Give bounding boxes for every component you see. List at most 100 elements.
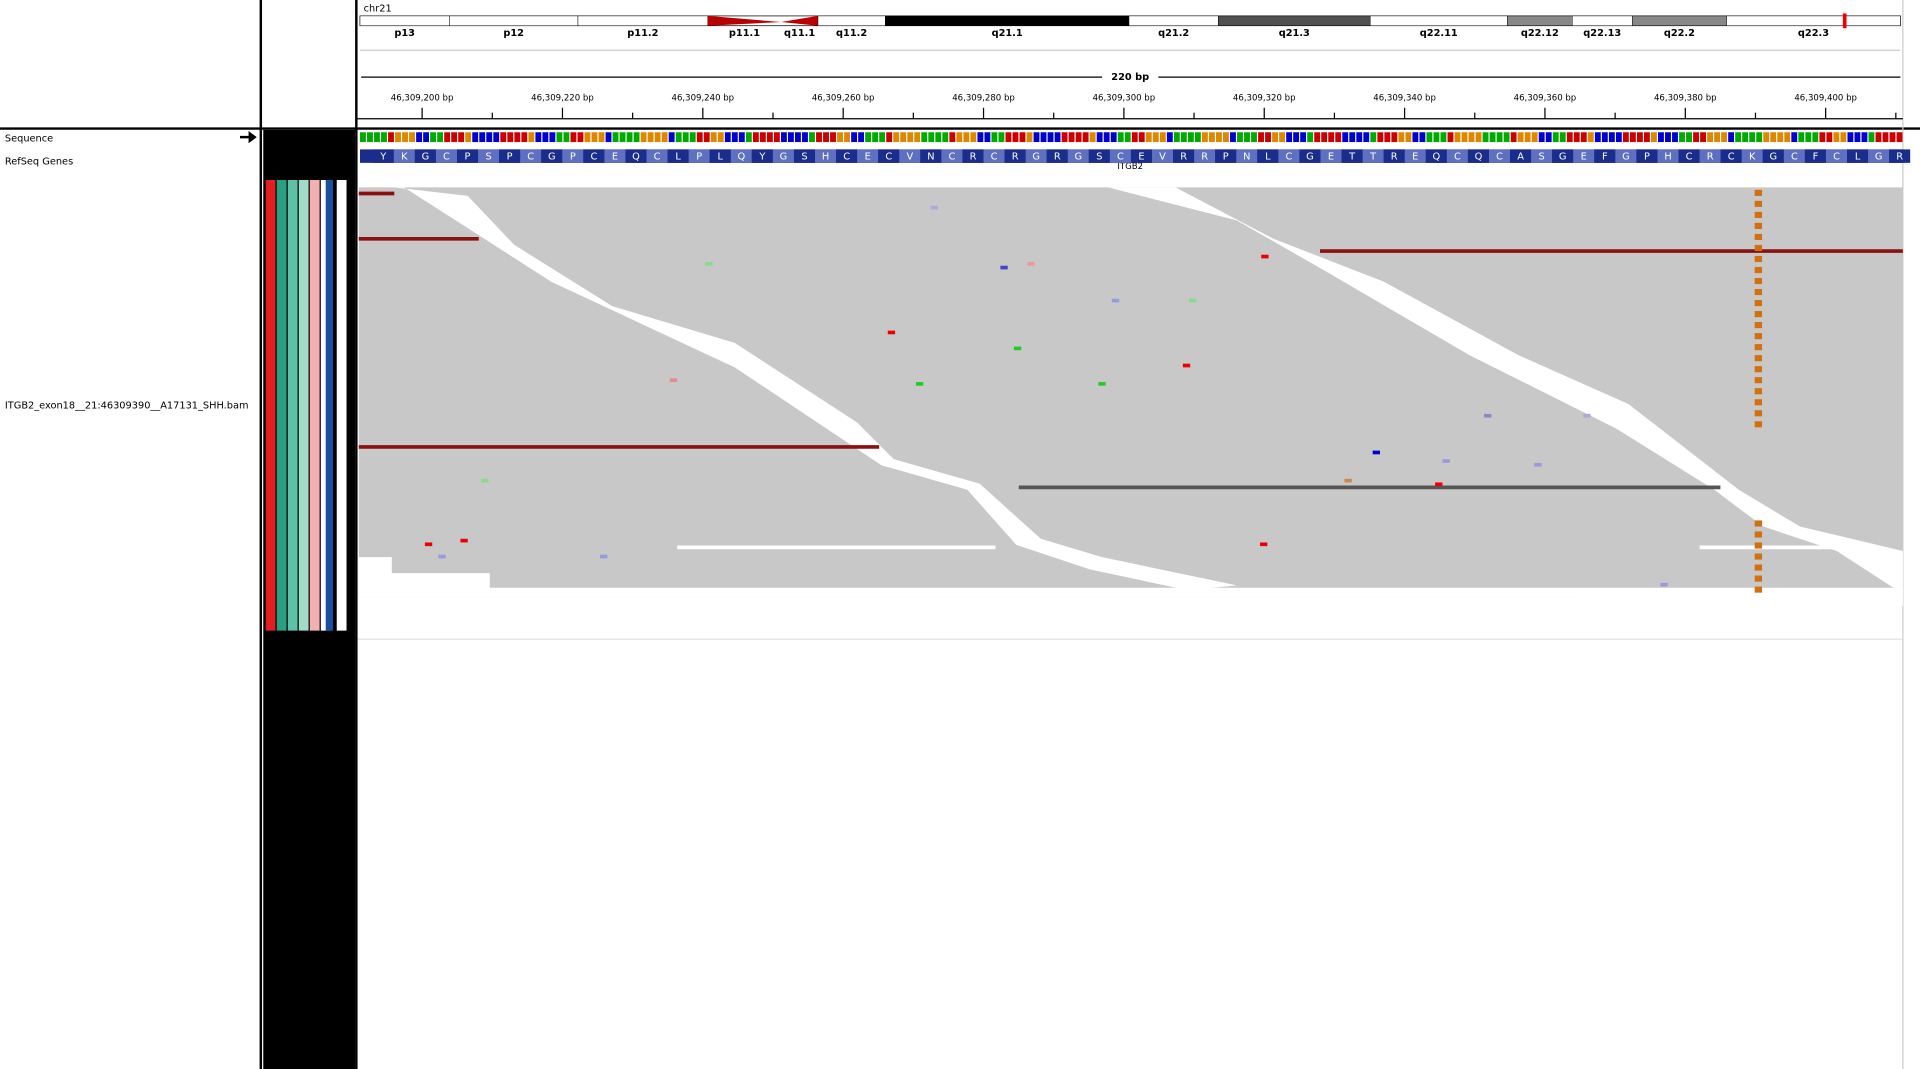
amino-acid: E <box>1138 152 1144 163</box>
base <box>1433 132 1440 143</box>
codon <box>1889 149 1911 163</box>
base <box>514 132 521 143</box>
amino-acid: L <box>718 152 724 163</box>
base <box>521 132 528 143</box>
amino-acid: Q <box>1432 152 1440 163</box>
base <box>1489 132 1496 143</box>
cytoband <box>1572 15 1633 26</box>
base <box>830 132 836 143</box>
mismatch <box>438 554 446 559</box>
base <box>1798 132 1805 143</box>
base <box>451 132 458 143</box>
mismatch <box>705 262 713 266</box>
cytoband-label: q22.11 <box>1420 28 1458 39</box>
cytoband <box>885 15 1130 26</box>
mismatch <box>1754 520 1763 527</box>
amino-acid: G <box>1622 152 1630 163</box>
attribute <box>309 180 320 631</box>
base <box>1398 132 1405 143</box>
base <box>1068 132 1075 143</box>
amino-acid: C <box>590 152 597 163</box>
codon <box>688 149 710 163</box>
base <box>1819 132 1826 143</box>
base <box>823 132 829 143</box>
base <box>1658 132 1664 143</box>
cytoband-label: q22.12 <box>1521 28 1559 39</box>
codon <box>709 149 731 163</box>
base <box>381 132 387 143</box>
base <box>507 132 514 143</box>
base <box>591 132 598 143</box>
mismatch <box>1754 410 1763 417</box>
strand-arrow[interactable] <box>240 131 257 144</box>
amino-acid: R <box>1707 152 1714 163</box>
base <box>1244 132 1250 143</box>
base <box>942 132 949 143</box>
mismatch <box>1754 575 1763 582</box>
mismatch <box>1754 311 1763 318</box>
mismatch <box>600 554 608 559</box>
amino-acid: P <box>570 152 576 163</box>
amino-acid: C <box>948 152 955 163</box>
base <box>1096 132 1103 143</box>
codon <box>583 149 605 163</box>
amino-acid: H <box>822 152 829 163</box>
codon <box>857 149 879 163</box>
base <box>759 132 766 143</box>
mismatch <box>1182 363 1191 368</box>
codon <box>836 149 858 163</box>
span-label-bg <box>1102 69 1159 85</box>
base <box>1412 132 1419 143</box>
base <box>1468 132 1475 143</box>
base <box>1440 132 1447 143</box>
amino-acid: S <box>1539 152 1545 163</box>
attribute <box>287 180 298 631</box>
codon <box>1236 149 1258 163</box>
amino-acid: G <box>548 152 556 163</box>
track-name: Sequence <box>5 133 53 144</box>
base <box>1321 132 1328 143</box>
mismatch <box>1754 244 1763 252</box>
base <box>682 132 689 143</box>
base <box>851 132 858 143</box>
base <box>1405 132 1412 143</box>
amino-acid: C <box>1833 152 1840 163</box>
amino-acid: H <box>1664 152 1671 163</box>
base <box>1194 132 1201 143</box>
base <box>1314 132 1321 143</box>
base <box>486 132 493 143</box>
base <box>668 132 675 143</box>
base <box>584 132 591 143</box>
base <box>1082 132 1089 143</box>
codon <box>1446 149 1468 163</box>
codon <box>1067 149 1089 163</box>
tick-label: 46,309,220 bp <box>531 93 594 103</box>
codon <box>372 149 394 163</box>
base <box>689 132 696 143</box>
base <box>1124 132 1131 143</box>
amino-acid: V <box>1159 152 1166 163</box>
base <box>1503 132 1510 143</box>
mismatch <box>1000 265 1008 270</box>
base <box>1552 132 1559 143</box>
base <box>479 132 486 143</box>
cytoband-label: q11.1 <box>784 28 815 39</box>
base <box>900 132 907 143</box>
codon <box>1657 149 1679 163</box>
base <box>1201 132 1208 143</box>
amino-acid: A <box>1517 152 1524 163</box>
base <box>1629 132 1636 143</box>
base <box>858 132 865 143</box>
base <box>816 132 822 143</box>
codon <box>1404 149 1426 163</box>
base <box>1138 132 1145 143</box>
cytoband-label: p11.1 <box>729 28 760 39</box>
base <box>1510 132 1517 143</box>
amino-acid: R <box>1012 152 1019 163</box>
amino-acid: P <box>1223 152 1229 163</box>
codon <box>414 149 436 163</box>
base <box>935 132 942 143</box>
track-name: ITGB2_exon18__21:46309390__A17131_SHH.ba… <box>5 400 249 411</box>
amino-acid: R <box>1201 152 1208 163</box>
